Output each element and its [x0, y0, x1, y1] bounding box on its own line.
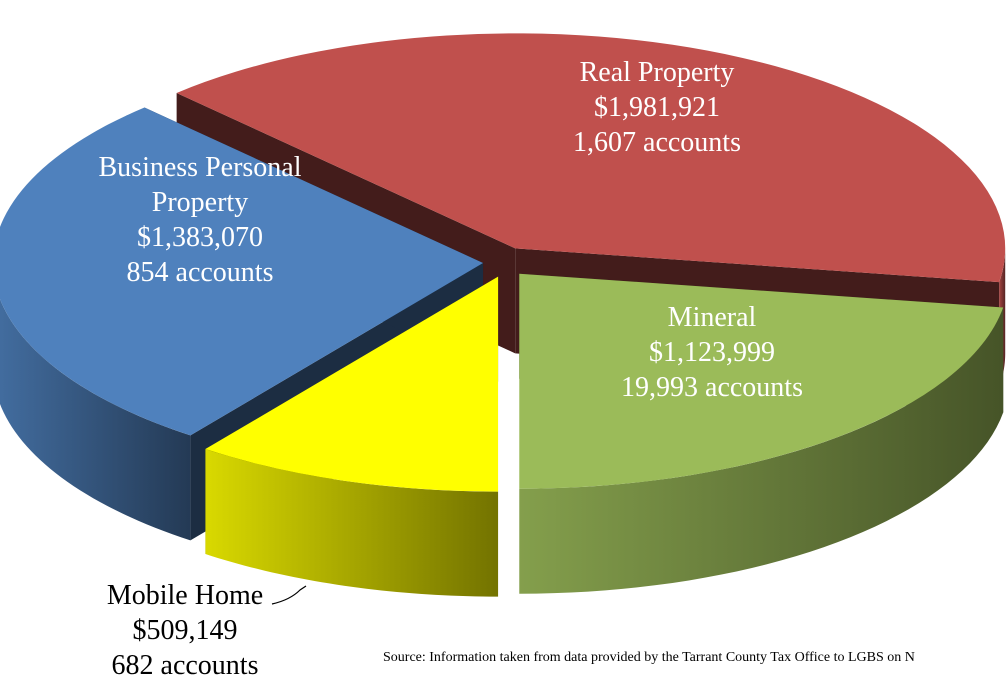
category-label: Real Property — [579, 57, 735, 88]
slice-label: Mobile Home $509,149 682 accounts — [35, 578, 335, 683]
category-label: Business Personal Property — [98, 152, 302, 218]
slice-wall — [205, 449, 499, 597]
account-label: 854 accounts — [126, 257, 274, 288]
slice — [205, 276, 499, 597]
value-label: $1,383,070 — [137, 222, 263, 253]
slice-label: Mineral $1,123,999 19,993 accounts — [562, 300, 862, 405]
account-label: 682 accounts — [111, 650, 259, 681]
slice-top — [176, 33, 1006, 283]
source-note: Source: Information taken from data prov… — [383, 650, 915, 665]
value-label: $1,981,921 — [594, 92, 720, 123]
slice-wall — [0, 298, 191, 541]
category-label: Mobile Home — [106, 580, 264, 611]
slice-label: Business Personal Property $1,383,070 854 … — [70, 150, 330, 290]
slice-top — [205, 276, 499, 492]
account-label: 19,993 accounts — [621, 372, 803, 403]
account-label: 1,607 accounts — [573, 127, 741, 158]
slice — [519, 273, 1004, 594]
slice-top — [0, 107, 484, 436]
slice-wall — [519, 307, 1004, 594]
category-label: Mineral — [667, 302, 757, 333]
slice-top — [519, 273, 1004, 489]
value-label: $509,149 — [132, 615, 238, 646]
leader-line — [271, 585, 307, 605]
slice-label: Real Property $1,981,921 1,607 accounts — [507, 55, 807, 160]
value-label: $1,123,999 — [649, 337, 775, 368]
